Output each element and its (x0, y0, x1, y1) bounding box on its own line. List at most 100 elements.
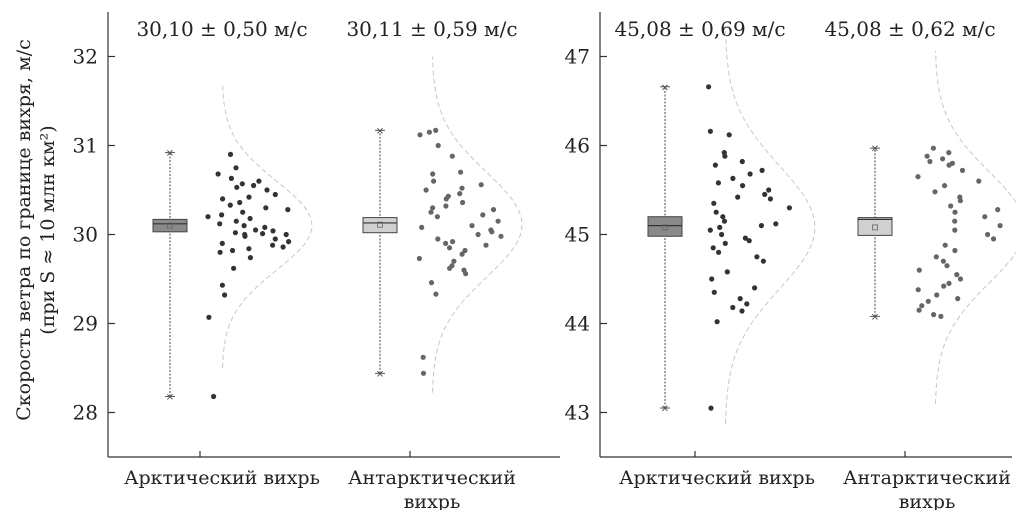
whisker-min-marker: ✕ (661, 404, 669, 415)
data-point (451, 258, 457, 264)
data-point (715, 180, 722, 186)
box (857, 217, 893, 236)
whisker-min-marker: ✕ (166, 392, 174, 403)
data-point (739, 308, 745, 314)
data-point (285, 207, 291, 213)
data-point (710, 245, 716, 251)
data-point (428, 280, 435, 286)
data-point (480, 212, 486, 218)
data-point (954, 272, 960, 278)
data-point (722, 240, 728, 246)
data-point (746, 238, 752, 244)
data-point (720, 214, 726, 220)
data-point (948, 203, 954, 209)
category-label: Антарктический (348, 467, 516, 489)
data-point (478, 182, 484, 188)
data-point (475, 231, 481, 238)
data-point (229, 247, 236, 254)
data-point (435, 236, 441, 242)
y-tick-label: 31 (73, 134, 98, 158)
data-point (420, 370, 427, 376)
distribution-curve (222, 83, 313, 369)
y-axis-title-line2: (при S ≈ 10 млн км²) (37, 125, 59, 334)
data-point (747, 171, 753, 177)
data-point (426, 129, 432, 135)
data-point (754, 254, 760, 260)
box (152, 218, 188, 233)
data-point (932, 189, 938, 195)
data-point (706, 84, 712, 90)
data-point (423, 187, 429, 193)
data-point (990, 236, 997, 242)
data-point (952, 218, 958, 224)
y-tick-label: 29 (73, 312, 98, 336)
data-point (219, 282, 225, 288)
data-point (927, 158, 933, 165)
data-point (721, 150, 727, 156)
data-point (942, 183, 948, 189)
data-point (262, 224, 268, 230)
data-point (450, 239, 456, 245)
panels: 28 29 30 31 32 30,10 ± 0,50 м/с Арктический ви… (73, 12, 1016, 510)
data-point (752, 285, 758, 291)
data-point (916, 307, 922, 313)
data-point (739, 158, 745, 165)
data-point (233, 218, 239, 224)
data-point (933, 254, 939, 260)
stat-label: 30,11 ± 0,59 м/с (346, 17, 517, 41)
data-point (786, 205, 793, 211)
y-axis-title-line1: Скорость ветра по границе вихря, м/с (13, 39, 35, 421)
category-label: Антарктический (843, 467, 1011, 489)
panel-2: 43 44 45 46 47 45,08 ± 0,69 м/с Арктический ви… (565, 12, 1016, 510)
data-point (952, 247, 958, 254)
data-point (270, 242, 276, 248)
stat-label: 45,08 ± 0,69 м/с (614, 17, 785, 41)
data-point (263, 205, 269, 211)
data-point (758, 223, 765, 229)
mean-marker (872, 224, 878, 231)
data-point (711, 289, 717, 295)
data-point (931, 312, 937, 318)
category-2: 30,11 ± 0,59 м/с Антарктический вихрь ✕ ✕ (346, 17, 523, 510)
data-point (952, 209, 958, 215)
data-point (270, 228, 276, 234)
data-point (711, 200, 717, 206)
data-point (721, 218, 728, 224)
mean-marker (167, 222, 173, 229)
data-point (211, 393, 217, 400)
data-point (206, 314, 212, 320)
data-point (246, 194, 252, 200)
data-point (256, 178, 262, 184)
data-point (247, 215, 253, 222)
data-point (924, 153, 930, 159)
data-point (724, 269, 730, 275)
category-2: 45,08 ± 0,62 м/с Антарктический вихрь ✕ ✕ (824, 17, 1016, 510)
data-point (934, 292, 940, 298)
data-point (420, 354, 426, 360)
data-point (217, 221, 223, 227)
data-point (957, 276, 964, 282)
data-point (237, 199, 243, 206)
data-point (976, 178, 982, 184)
data-point (272, 191, 278, 198)
y-tick-label: 45 (565, 223, 590, 247)
data-point (959, 167, 966, 173)
distribution-curve (725, 30, 816, 424)
data-point (416, 255, 422, 262)
category-label: вихрь (899, 491, 956, 510)
data-point (457, 191, 463, 197)
data-point (222, 292, 228, 298)
whisker-min-marker: ✕ (376, 369, 384, 380)
data-point (241, 223, 247, 229)
y-tick-label: 47 (565, 45, 590, 69)
data-point (760, 258, 767, 264)
data-point (219, 212, 225, 218)
whisker-max-marker: ✕ (661, 83, 669, 94)
data-point (449, 263, 455, 269)
data-point (460, 199, 466, 206)
data-point (942, 242, 948, 248)
data-point (495, 218, 501, 224)
data-point (449, 153, 455, 159)
data-point (469, 223, 475, 229)
